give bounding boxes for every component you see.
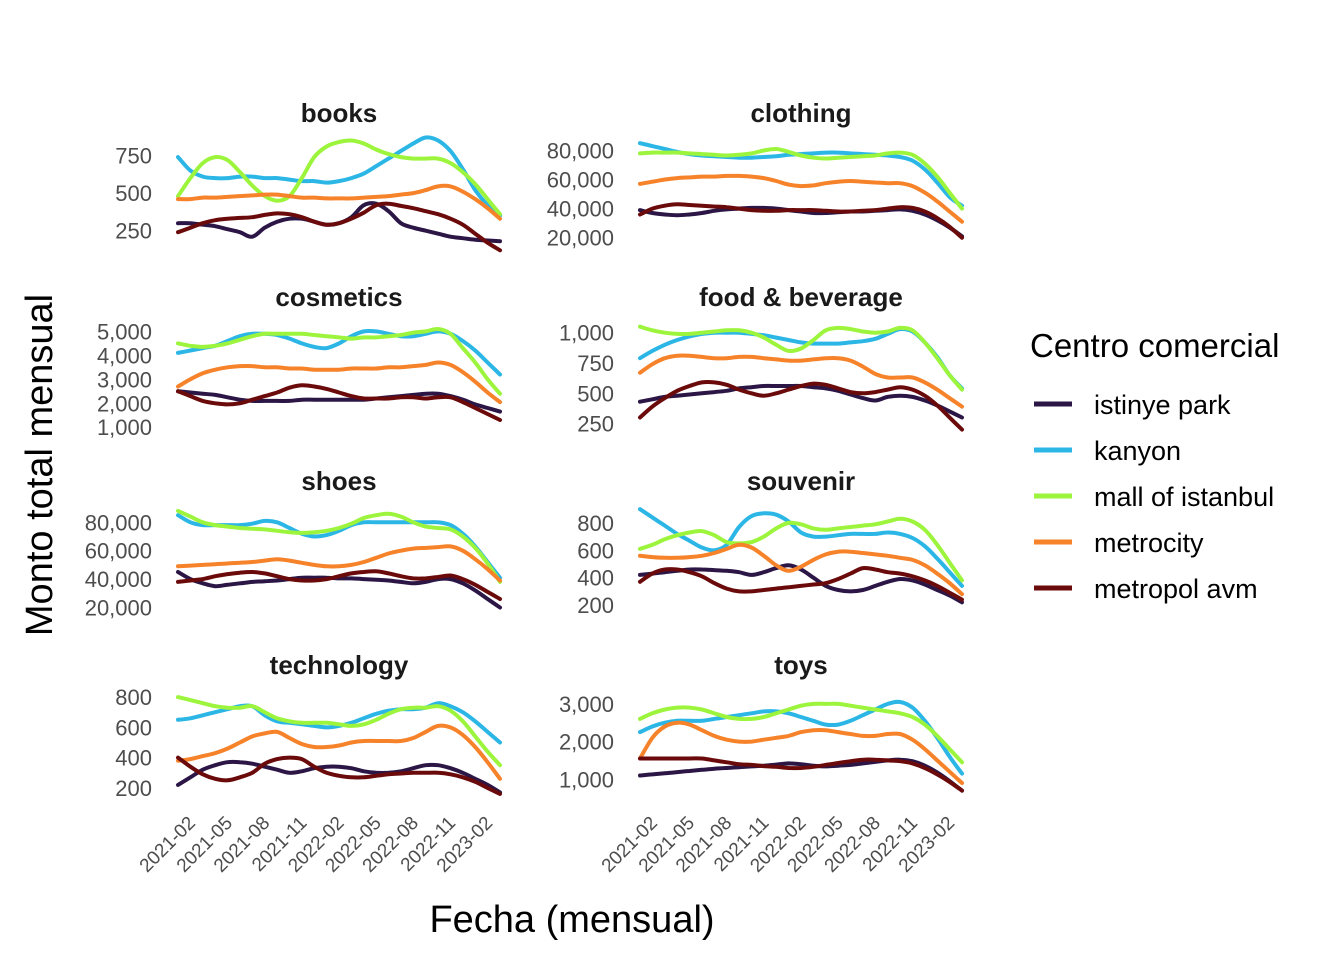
legend-item-metropol-avm: metropol avm bbox=[1034, 574, 1258, 604]
y-tick-label: 40,000 bbox=[547, 197, 614, 222]
y-tick-label: 500 bbox=[115, 181, 152, 206]
facet-shoes: shoes 20,000 40,000 60,000 80,000 bbox=[85, 466, 502, 620]
facet-title-cosmetics: cosmetics bbox=[275, 282, 402, 312]
series-line-istinye-park bbox=[638, 563, 964, 605]
series-line-mall-of-istanbul bbox=[176, 695, 502, 768]
series-line-istinye-park bbox=[176, 570, 502, 610]
facet-title-shoes: shoes bbox=[301, 466, 376, 496]
facet-title-books: books bbox=[301, 98, 378, 128]
y-tick-label: 40,000 bbox=[85, 567, 152, 592]
legend-label: metropol avm bbox=[1094, 574, 1258, 604]
legend-label: kanyon bbox=[1094, 436, 1181, 466]
legend-items: istinye park kanyon mall of istanbul metroc… bbox=[1034, 390, 1274, 604]
series-line-istinye-park bbox=[176, 759, 502, 795]
series-line-metropol-avm bbox=[638, 565, 964, 602]
legend-item-metrocity: metrocity bbox=[1034, 528, 1204, 558]
y-tick-label: 2,000 bbox=[559, 730, 614, 755]
y-tick-label: 60,000 bbox=[547, 168, 614, 193]
legend: Centro comercial istinye park kanyon mall … bbox=[1030, 327, 1279, 604]
facet-panels: books 250 500 750 clothing 20,000 40,000 60,000… bbox=[85, 98, 964, 877]
legend-label: mall of istanbul bbox=[1094, 482, 1274, 512]
legend-title: Centro comercial bbox=[1030, 327, 1279, 364]
series-line-metropol-avm bbox=[638, 202, 964, 240]
y-tick-label: 200 bbox=[577, 593, 614, 618]
series-line-metrocity bbox=[176, 360, 502, 405]
series-line-mall-of-istanbul bbox=[176, 508, 502, 584]
facet-food-beverage: food & beverage 250 500 750 1,000 bbox=[559, 282, 964, 437]
y-tick-label: 750 bbox=[115, 144, 152, 169]
series-line-metrocity bbox=[176, 723, 502, 781]
facet-title-food-beverage: food & beverage bbox=[699, 282, 903, 312]
y-tick-label: 80,000 bbox=[547, 138, 614, 163]
series-line-mall-of-istanbul bbox=[638, 324, 964, 392]
series-line-metrocity bbox=[638, 720, 964, 785]
y-tick-label: 1,000 bbox=[97, 415, 152, 440]
y-tick-label: 1,000 bbox=[559, 321, 614, 346]
y-tick-label: 800 bbox=[115, 685, 152, 710]
y-tick-label: 600 bbox=[577, 538, 614, 563]
series-line-mall-of-istanbul bbox=[638, 701, 964, 765]
series-line-mall-of-istanbul bbox=[176, 138, 502, 217]
facet-title-souvenir: souvenir bbox=[747, 466, 855, 496]
legend-item-kanyon: kanyon bbox=[1034, 436, 1181, 466]
legend-item-istinye-park: istinye park bbox=[1034, 390, 1231, 420]
legend-label: istinye park bbox=[1094, 390, 1231, 420]
y-tick-label: 80,000 bbox=[85, 510, 152, 535]
series-line-kanyon bbox=[638, 699, 964, 776]
series-line-kanyon bbox=[176, 135, 502, 218]
y-tick-label: 200 bbox=[115, 776, 152, 801]
legend-item-mall-of-istanbul: mall of istanbul bbox=[1034, 482, 1274, 512]
y-tick-label: 600 bbox=[115, 715, 152, 740]
y-tick-label: 1,000 bbox=[559, 767, 614, 792]
facet-books: books 250 500 750 bbox=[115, 98, 502, 253]
series-line-kanyon bbox=[638, 507, 964, 588]
facet-technology: technology2004006008002021-022021-052021… bbox=[115, 650, 502, 877]
x-axis-title: Fecha (mensual) bbox=[429, 899, 714, 941]
facet-title-toys: toys bbox=[774, 650, 827, 680]
series-line-metropol-avm bbox=[638, 756, 964, 793]
y-tick-label: 20,000 bbox=[85, 595, 152, 620]
y-tick-label: 800 bbox=[577, 511, 614, 536]
facet-toys: toys1,0002,0003,0002021-022021-052021-08… bbox=[559, 650, 964, 877]
facet-clothing: clothing 20,000 40,000 60,000 80,000 bbox=[547, 98, 964, 251]
series-line-metropol-avm bbox=[176, 383, 502, 422]
series-line-mall-of-istanbul bbox=[638, 146, 964, 211]
y-tick-label: 750 bbox=[577, 351, 614, 376]
y-tick-label: 400 bbox=[115, 746, 152, 771]
y-tick-label: 3,000 bbox=[97, 367, 152, 392]
y-tick-label: 500 bbox=[577, 381, 614, 406]
y-tick-label: 250 bbox=[115, 219, 152, 244]
series-line-metrocity bbox=[176, 544, 502, 583]
y-tick-label: 400 bbox=[577, 566, 614, 591]
y-tick-label: 3,000 bbox=[559, 692, 614, 717]
series-line-metrocity bbox=[638, 173, 964, 224]
y-tick-label: 5,000 bbox=[97, 319, 152, 344]
series-line-metrocity bbox=[176, 183, 502, 221]
series-line-istinye-park bbox=[638, 757, 964, 793]
facet-title-technology: technology bbox=[270, 650, 409, 680]
y-tick-label: 2,000 bbox=[97, 391, 152, 416]
series-line-metrocity bbox=[638, 353, 964, 409]
series-line-metropol-avm bbox=[176, 569, 502, 601]
y-tick-label: 20,000 bbox=[547, 226, 614, 251]
series-line-mall-of-istanbul bbox=[176, 326, 502, 396]
series-line-metropol-avm bbox=[176, 201, 502, 253]
y-tick-label: 4,000 bbox=[97, 343, 152, 368]
series-line-metropol-avm bbox=[176, 755, 502, 796]
y-tick-label: 60,000 bbox=[85, 539, 152, 564]
series-line-mall-of-istanbul bbox=[638, 516, 964, 583]
facet-title-clothing: clothing bbox=[750, 98, 851, 128]
series-line-metropol-avm bbox=[638, 380, 964, 432]
y-axis-title: Monto total mensual bbox=[19, 294, 61, 636]
y-tick-label: 250 bbox=[577, 412, 614, 437]
legend-label: metrocity bbox=[1094, 528, 1204, 558]
series-line-metrocity bbox=[638, 542, 964, 597]
